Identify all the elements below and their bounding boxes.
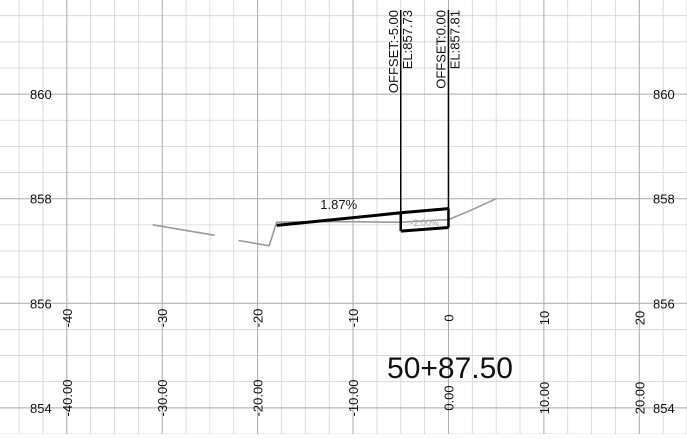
offset-value-label: -30.00 xyxy=(155,380,170,417)
elevation-label-right-858: 858 xyxy=(653,192,675,207)
offset-value-label: -40.00 xyxy=(60,380,75,417)
elevation-label-left-860: 860 xyxy=(30,87,52,102)
callout-offset-text: OFFSET:0.00 xyxy=(433,10,448,89)
offset-tick-label: -40 xyxy=(60,309,75,328)
existing-ground-lines xyxy=(152,197,497,247)
offset-value-label: -10.00 xyxy=(346,380,361,417)
offset-tick-label: 10 xyxy=(537,311,552,325)
elevation-label-right-860: 860 xyxy=(653,87,675,102)
callout-elevation-text: EL:857.81 xyxy=(447,10,462,69)
offset-value-label: -20.00 xyxy=(251,380,266,417)
callout-elevation-text: EL:857.73 xyxy=(400,10,415,69)
offset-tick-label: 0 xyxy=(441,314,456,321)
offset-tick-label: 20 xyxy=(632,311,647,325)
offset-tick-label: -20 xyxy=(251,309,266,328)
ground-line-main xyxy=(238,197,497,247)
offset-value-label: 0.00 xyxy=(441,385,456,410)
subgrade-line xyxy=(400,226,449,233)
slope-label: 1.87% xyxy=(320,197,357,212)
station-label: 50+87.50 xyxy=(387,352,513,385)
small-slope-label: -2.00% xyxy=(410,218,439,228)
offset-value-label: 20.00 xyxy=(632,382,647,415)
elevation-label-left-858: 858 xyxy=(30,192,52,207)
ground-line-left xyxy=(152,224,215,237)
callout-offset-text: OFFSET:-5.00 xyxy=(386,10,401,93)
elevation-label-right-856: 856 xyxy=(653,296,675,311)
elevation-label-left-856: 856 xyxy=(30,296,52,311)
offset-tick-label: -10 xyxy=(346,309,361,328)
callout-leaders xyxy=(400,10,450,213)
elevation-label-right-854: 854 xyxy=(653,401,675,416)
offset-value-label: 10.00 xyxy=(537,382,552,415)
elevation-label-left-854: 854 xyxy=(30,401,52,416)
offset-tick-label: -30 xyxy=(155,309,170,328)
